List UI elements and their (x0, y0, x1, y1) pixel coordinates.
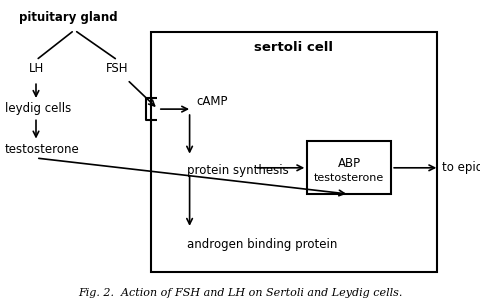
Bar (307, 141, 391, 194)
Text: pituitary gland: pituitary gland (19, 11, 118, 23)
Bar (151, 32, 437, 272)
Text: FSH: FSH (107, 62, 129, 75)
Text: leydig cells: leydig cells (5, 102, 71, 115)
Text: Fig. 2.  Action of FSH and LH on Sertoli and Leydig cells.: Fig. 2. Action of FSH and LH on Sertoli … (78, 288, 402, 298)
Text: to epididymis: to epididymis (442, 161, 480, 174)
Text: androgen binding protein: androgen binding protein (187, 238, 337, 251)
Text: testosterone: testosterone (5, 143, 80, 156)
Text: ABP: ABP (337, 157, 361, 170)
Text: cAMP: cAMP (197, 95, 228, 108)
Text: testosterone: testosterone (314, 173, 384, 183)
Text: sertoli cell: sertoli cell (254, 41, 334, 54)
Text: LH: LH (28, 62, 44, 75)
Text: protein synthesis: protein synthesis (187, 164, 289, 177)
